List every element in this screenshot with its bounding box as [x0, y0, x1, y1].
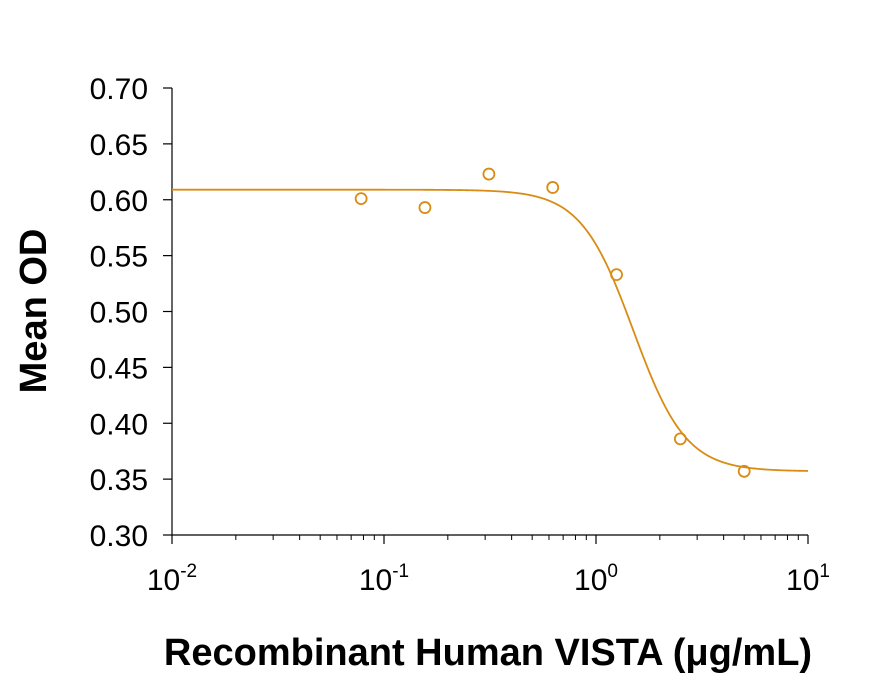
axes: 0.30 0.35 0.40 0.45 0.50 0.55 0.60 0.65 0.70 10-…	[90, 73, 830, 597]
y-tick-label: 0.35	[90, 464, 148, 497]
data-point	[418, 201, 432, 214]
data-point	[610, 268, 623, 282]
y-tick-label: 0.50	[90, 297, 148, 330]
fit-curve	[172, 188, 809, 472]
data-point	[482, 167, 496, 181]
y-ticks: 0.30 0.35 0.40 0.45 0.50 0.55 0.60 0.65 0.70	[90, 73, 172, 553]
data-point	[546, 181, 560, 194]
y-axis-title: Mean OD	[13, 229, 55, 394]
data-point	[737, 464, 751, 478]
y-tick-label: 0.40	[90, 408, 148, 441]
x-tick-label: 100	[574, 561, 618, 597]
x-tick-label: 10-2	[147, 561, 197, 597]
y-tick-label: 0.65	[90, 129, 148, 162]
data-point	[354, 192, 368, 206]
x-tick-label: 10-1	[359, 561, 409, 597]
x-tick-label: 101	[786, 561, 830, 597]
data-point	[673, 432, 687, 446]
y-tick-label: 0.30	[90, 520, 148, 553]
y-tick-label: 0.55	[90, 241, 148, 274]
y-tick-label: 0.70	[90, 73, 148, 106]
x-ticks: 10-2 10-1 100 101	[147, 535, 830, 597]
y-tick-label: 0.60	[90, 185, 148, 218]
data-points	[354, 167, 751, 478]
y-tick-label: 0.45	[90, 352, 148, 385]
x-axis-title: Recombinant Human VISTA (μg/mL)	[164, 632, 812, 674]
